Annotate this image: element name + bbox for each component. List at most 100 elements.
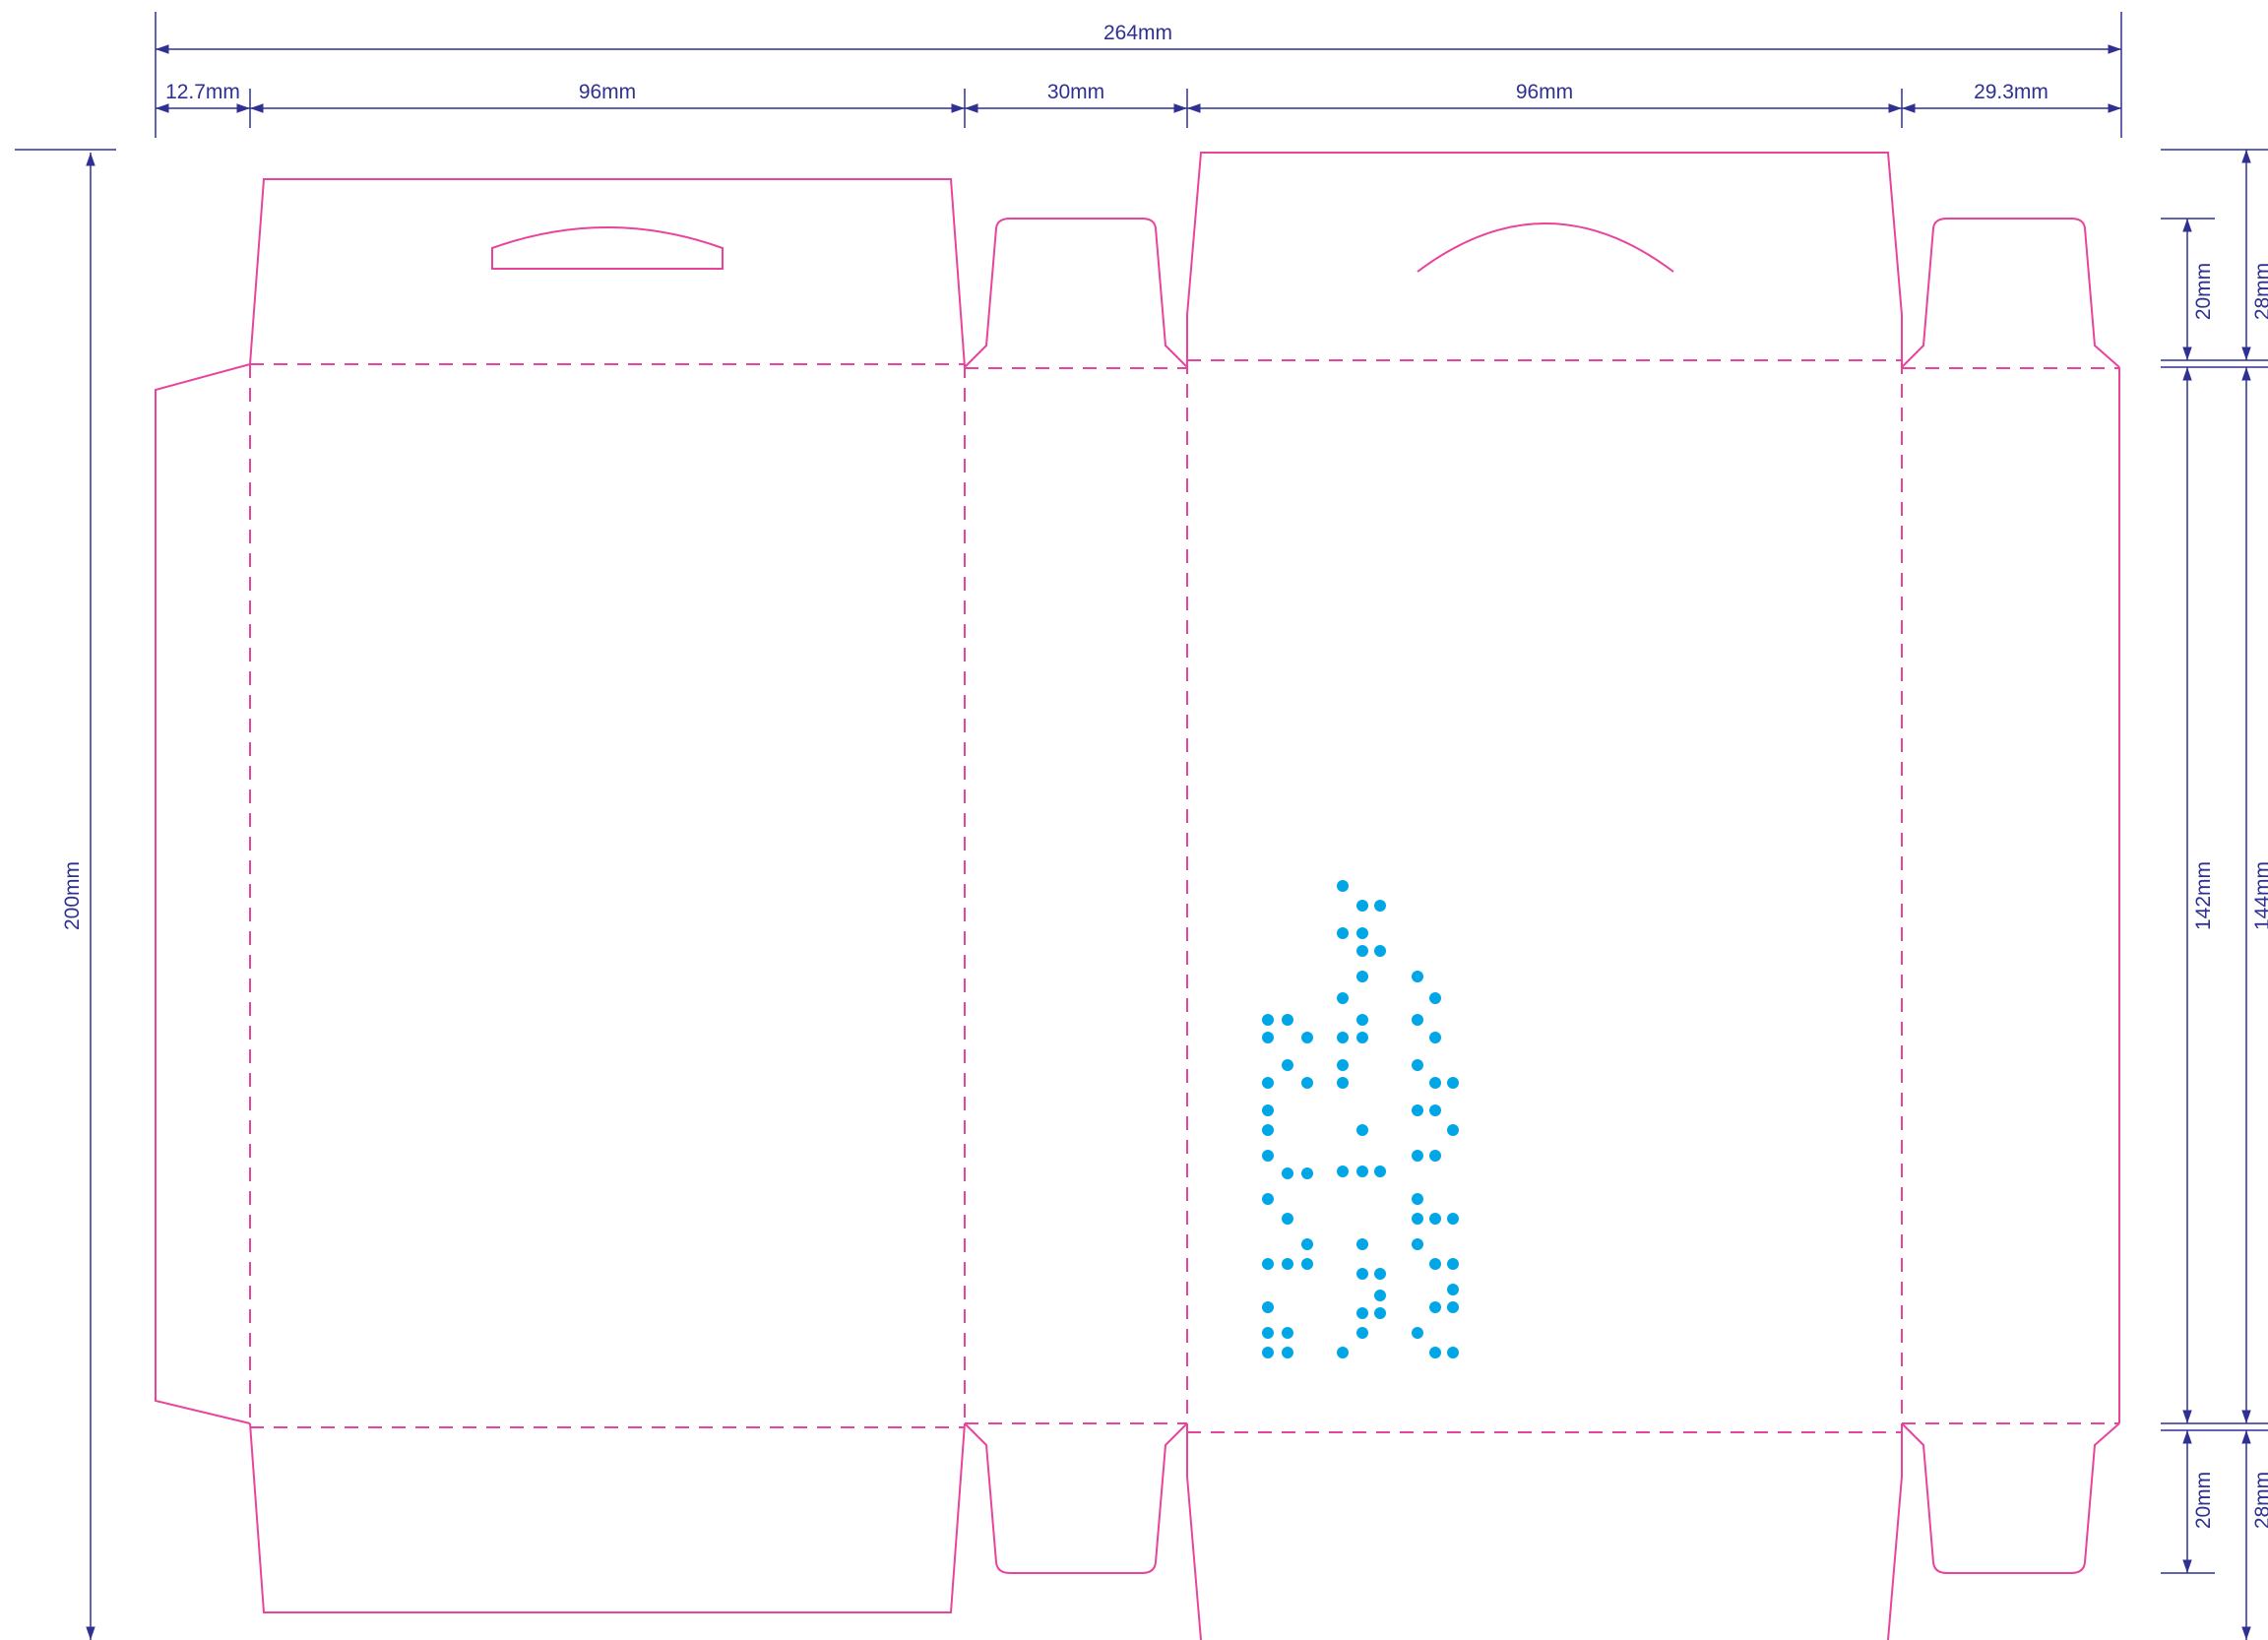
- braille-dot: [1412, 1059, 1423, 1071]
- braille-dot: [1337, 927, 1349, 939]
- braille-dot: [1412, 1327, 1423, 1339]
- panel-1-top-flap: [249, 178, 966, 368]
- glue-flap-outline: [155, 363, 251, 1424]
- overall-height-label: 200mm: [61, 861, 84, 930]
- braille-dot: [1447, 1301, 1459, 1313]
- braille-dot: [1337, 1077, 1349, 1089]
- braille-dot: [1429, 1258, 1441, 1270]
- braille-dot: [1356, 900, 1368, 912]
- braille-dot: [1337, 1347, 1349, 1358]
- braille-dot: [1282, 1213, 1293, 1225]
- panel-1-hang-hole: [491, 226, 724, 270]
- side-1-top-dust-flap: [964, 218, 1188, 368]
- braille-dot: [1262, 1077, 1274, 1089]
- braille-dot: [1262, 1150, 1274, 1162]
- panel-2-bottom-flap: [1186, 1423, 1903, 1640]
- braille-dot: [1447, 1284, 1459, 1295]
- braille-dot: [1337, 1166, 1349, 1177]
- bottom-flap-outer-label: 28mm: [2251, 1472, 2268, 1529]
- bottom-flap-inner-label: 20mm: [2192, 1472, 2215, 1529]
- braille-dot: [1429, 1032, 1441, 1043]
- braille-dot: [1262, 1104, 1274, 1116]
- overall-width-label: 264mm: [1103, 22, 1172, 44]
- braille-dot: [1429, 1347, 1441, 1358]
- braille-dot: [1447, 1347, 1459, 1358]
- panel-1-bottom-flap: [249, 1422, 966, 1613]
- braille-dot: [1429, 992, 1441, 1004]
- side-1-width-label: 30mm: [1047, 81, 1104, 103]
- braille-dot: [1301, 1167, 1313, 1179]
- braille-dot: [1374, 1268, 1386, 1280]
- dimension-lines: [15, 12, 2268, 1640]
- braille-dot: [1337, 1059, 1349, 1071]
- body-inner-label: 142mm: [2192, 861, 2215, 930]
- braille-dot: [1374, 1166, 1386, 1177]
- braille-dot: [1356, 1124, 1368, 1136]
- braille-dot: [1262, 1301, 1274, 1313]
- braille-dot: [1262, 1124, 1274, 1136]
- braille-dot: [1412, 1104, 1423, 1116]
- panel-1-width-label: 96mm: [579, 81, 636, 103]
- braille-dot: [1374, 1290, 1386, 1301]
- braille-dot: [1282, 1014, 1293, 1026]
- braille-dot: [1374, 900, 1386, 912]
- braille-dot: [1429, 1104, 1441, 1116]
- braille-dot: [1412, 1014, 1423, 1026]
- braille-dot: [1262, 1347, 1274, 1358]
- braille-dot: [1429, 1213, 1441, 1225]
- braille-dot: [1262, 1327, 1274, 1339]
- braille-dot: [1356, 971, 1368, 982]
- braille-dot: [1301, 1238, 1313, 1250]
- cut-lines: [155, 152, 2120, 1640]
- braille-dot: [1262, 1014, 1274, 1026]
- fold-lines: [249, 359, 2119, 1433]
- braille-dot: [1337, 1032, 1349, 1043]
- braille-dot: [1412, 971, 1423, 982]
- side-1-bottom-dust-flap: [964, 1422, 1188, 1574]
- braille-dot: [1429, 1150, 1441, 1162]
- braille-dot: [1301, 1032, 1313, 1043]
- braille-dot: [1356, 1166, 1368, 1177]
- braille-dot: [1356, 945, 1368, 957]
- braille-dot: [1262, 1193, 1274, 1205]
- braille-dot: [1282, 1059, 1293, 1071]
- side-2-bottom-dust-flap: [1901, 1422, 2120, 1574]
- braille-dot: [1374, 945, 1386, 957]
- braille-dot: [1356, 1238, 1368, 1250]
- braille-dot: [1374, 1307, 1386, 1319]
- panel-2-hang-arc: [1417, 222, 1674, 273]
- panel-2-top-flap: [1186, 152, 1903, 367]
- braille-dot: [1356, 927, 1368, 939]
- braille-dot: [1412, 1193, 1423, 1205]
- braille-dot: [1337, 992, 1349, 1004]
- braille-dot: [1282, 1347, 1293, 1358]
- braille-dot: [1356, 1014, 1368, 1026]
- braille-dot: [1429, 1301, 1441, 1313]
- braille-dot: [1447, 1077, 1459, 1089]
- side-2-top-dust-flap: [1901, 218, 2120, 368]
- braille-dot: [1447, 1124, 1459, 1136]
- braille-dot: [1412, 1213, 1423, 1225]
- panel-2-width-label: 96mm: [1516, 81, 1573, 103]
- braille-dot: [1282, 1167, 1293, 1179]
- braille-dot: [1282, 1258, 1293, 1270]
- braille-dot: [1337, 880, 1349, 892]
- braille-dot: [1356, 1032, 1368, 1043]
- top-flap-inner-label: 20mm: [2192, 263, 2215, 320]
- top-flap-outer-label: 28mm: [2251, 263, 2268, 320]
- braille-dot: [1301, 1258, 1313, 1270]
- braille-dots: [1262, 880, 1459, 1358]
- side-2-width-label: 29.3mm: [1974, 81, 2048, 103]
- braille-dot: [1429, 1077, 1441, 1089]
- braille-dot: [1356, 1327, 1368, 1339]
- braille-dot: [1262, 1258, 1274, 1270]
- glue-flap-label: 12.7mm: [165, 81, 240, 103]
- braille-dot: [1412, 1150, 1423, 1162]
- braille-dot: [1356, 1268, 1368, 1280]
- braille-dot: [1301, 1077, 1313, 1089]
- braille-dot: [1282, 1327, 1293, 1339]
- dimension-labels: 264mm 12.7mm 96mm 30mm 96mm 29.3mm 200mm…: [61, 20, 2268, 1529]
- braille-dot: [1356, 1307, 1368, 1319]
